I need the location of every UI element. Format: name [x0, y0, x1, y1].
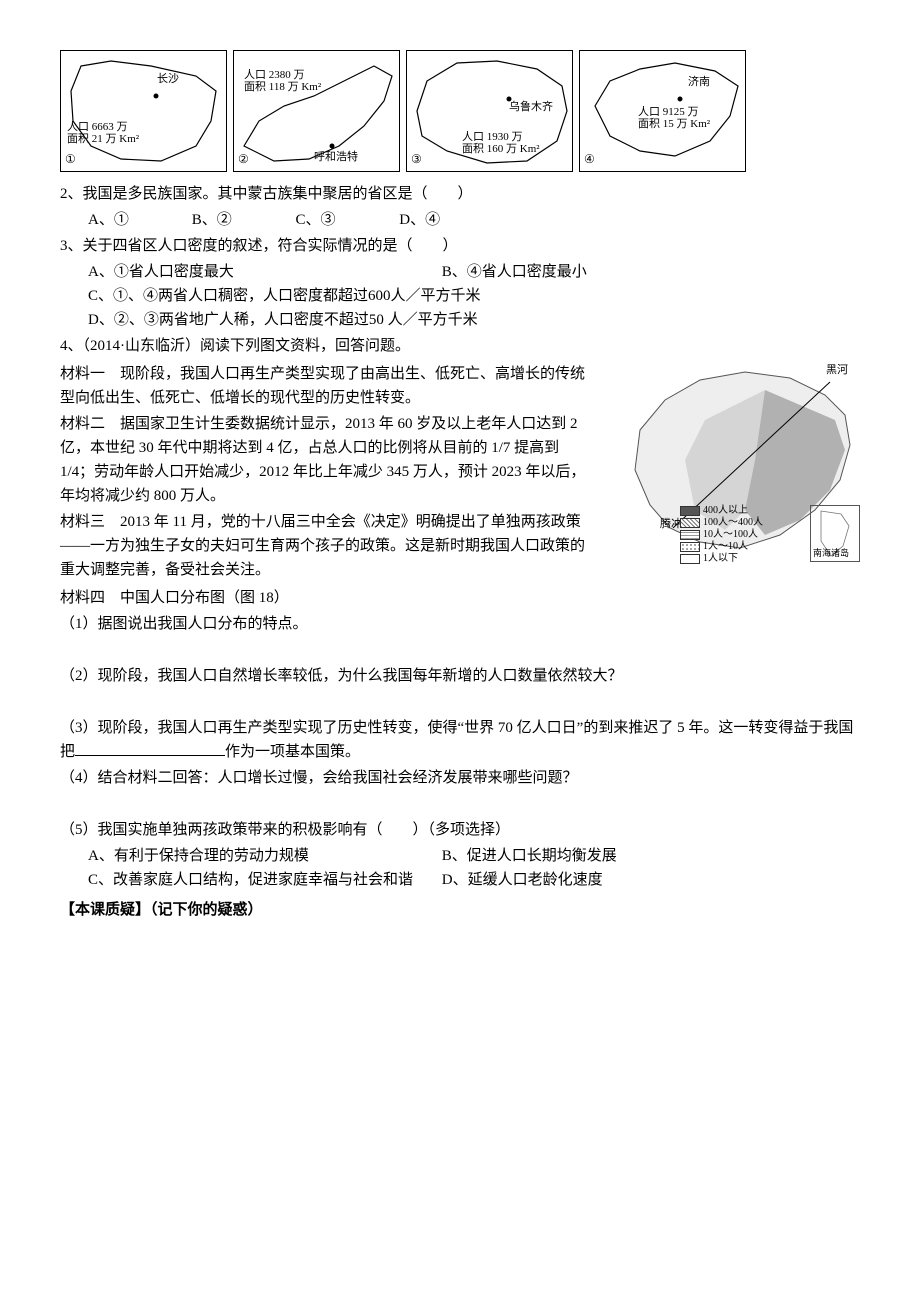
- legend-label-4: 1人以下: [703, 553, 738, 565]
- sub-q1: （1）据图说出我国人口分布的特点。: [60, 612, 860, 636]
- q2-stem: 2、我国是多民族国家。其中蒙古族集中聚居的省区是（ ）: [60, 182, 860, 206]
- tengchong-label: 腾冲: [660, 518, 682, 530]
- q4-head: 4、（2014·山东临沂）阅读下列图文资料，回答问题。: [60, 334, 860, 358]
- q3-opt-d: D、②、③两省地广人稀，人口密度不超过50 人／平方千米: [60, 308, 860, 332]
- q5-opts-row2: C、改善家庭人口结构，促进家庭幸福与社会和谐 D、延缓人口老龄化速度: [60, 868, 860, 892]
- province-maps: 长沙 人口 6663 万 面积 21 万 Km² ① 人口 2380 万 面积 …: [60, 50, 860, 172]
- city-label-1: 长沙: [157, 73, 179, 85]
- material-3-part1: 材料三 2013 年 11 月，党的十八届三中全会《决定》明确提出了单独两孩政策…: [60, 510, 595, 582]
- q2-opt-d: D、④: [399, 208, 499, 232]
- legend-label-1: 100人～400人: [703, 517, 763, 529]
- nanhai-inset: 南海诸岛: [810, 505, 860, 562]
- nanhai-label: 南海诸岛: [813, 546, 849, 560]
- q5-opts-row1: A、有利于保持合理的劳动力规模 B、促进人口长期均衡发展: [60, 844, 860, 868]
- q3-opt-b: B、④省人口密度最小: [442, 260, 792, 284]
- map-num-1: ①: [65, 150, 76, 169]
- map-1: 长沙 人口 6663 万 面积 21 万 Km² ①: [60, 50, 227, 172]
- sub-q3: （3）现阶段，我国人口再生产类型实现了历史性转变，使得“世界 70 亿人口日”的…: [60, 716, 860, 764]
- legend-label-2: 10人～100人: [703, 529, 758, 541]
- china-map: 黑河 腾冲 400人以上 100人～400人 10人～100人 1人～10人 1…: [605, 360, 860, 580]
- q3-opt-a: A、①省人口密度最大: [88, 260, 438, 284]
- q2-opt-a: A、①: [88, 208, 188, 232]
- area-label-1: 面积 21 万 Km²: [67, 133, 139, 145]
- pop-label-3: 人口 1930 万: [462, 131, 523, 143]
- area-label-3: 面积 160 万 Km²: [462, 143, 540, 155]
- map-num-4: ④: [584, 150, 595, 169]
- q5-opt-c: C、改善家庭人口结构，促进家庭幸福与社会和谐: [88, 868, 438, 892]
- material-2: 材料二 据国家卫生计生委数据统计显示，2013 年 60 岁及以上老年人口达到 …: [60, 412, 595, 508]
- legend-row-2: 10人～100人: [680, 529, 763, 541]
- material-1: 材料一 现阶段，我国人口再生产类型实现了由高出生、低死亡、高增长的传统型向低出生…: [60, 362, 595, 410]
- sub-q3-tail: 作为一项基本国策。: [225, 744, 360, 760]
- legend-row-1: 100人～400人: [680, 517, 763, 529]
- material-4: 材料四 中国人口分布图（图 18）: [60, 586, 860, 610]
- legend-row-3: 1人～10人: [680, 541, 763, 553]
- material-block: 材料一 现阶段，我国人口再生产类型实现了由高出生、低死亡、高增长的传统型向低出生…: [60, 360, 860, 584]
- q5-opt-d: D、延缓人口老龄化速度: [442, 868, 792, 892]
- legend-row-0: 400人以上: [680, 505, 763, 517]
- q3-stem: 3、关于四省区人口密度的叙述，符合实际情况的是（ ）: [60, 234, 860, 258]
- blank-fill[interactable]: [75, 740, 225, 756]
- q2-opt-c: C、③: [296, 208, 396, 232]
- city-label-2: 呼和浩特: [314, 151, 358, 163]
- q5-opt-b: B、促进人口长期均衡发展: [442, 844, 792, 868]
- q2-options: A、① B、② C、③ D、④: [60, 208, 860, 232]
- map-num-2: ②: [238, 150, 249, 169]
- q3-opt-c: C、①、④两省人口稠密，人口密度都超过600人／平方千米: [60, 284, 860, 308]
- legend-label-3: 1人～10人: [703, 541, 748, 553]
- tail-heading: 【本课质疑】（记下你的疑惑）: [60, 898, 860, 922]
- pop-label-2: 人口 2380 万: [244, 69, 305, 81]
- heihe-label: 黑河: [826, 364, 848, 376]
- city-label-3: 乌鲁木齐: [509, 101, 553, 113]
- material-text: 材料一 现阶段，我国人口再生产类型实现了由高出生、低死亡、高增长的传统型向低出生…: [60, 360, 595, 584]
- sub-q4: （4）结合材料二回答：人口增长过慢，会给我国社会经济发展带来哪些问题？: [60, 766, 860, 790]
- map-3: 乌鲁木齐 人口 1930 万 面积 160 万 Km² ③: [406, 50, 573, 172]
- map-4: 济南 人口 9125 万 面积 15 万 Km² ④: [579, 50, 746, 172]
- legend-row-4: 1人以下: [680, 553, 763, 565]
- area-label-4: 面积 15 万 Km²: [638, 118, 710, 130]
- city-label-4: 济南: [688, 76, 710, 88]
- map-num-3: ③: [411, 150, 422, 169]
- pop-label-1: 人口 6663 万: [67, 121, 128, 133]
- sub-q5: （5）我国实施单独两孩政策带来的积极影响有（ ）（多项选择）: [60, 818, 860, 842]
- pop-label-4: 人口 9125 万: [638, 106, 699, 118]
- material-3-text: 材料三 2013 年 11 月，党的十八届三中全会《决定》明确提出了单独两孩政策…: [60, 514, 585, 578]
- q2-opt-b: B、②: [192, 208, 292, 232]
- map-outline-1: [61, 51, 226, 171]
- q3-options-row1: A、①省人口密度最大 B、④省人口密度最小: [60, 260, 860, 284]
- sub-q2: （2）现阶段，我国人口自然增长率较低，为什么我国每年新增的人口数量依然较大？: [60, 664, 860, 688]
- q5-opt-a: A、有利于保持合理的劳动力规模: [88, 844, 438, 868]
- map-2: 人口 2380 万 面积 118 万 Km² 呼和浩特 ②: [233, 50, 400, 172]
- area-label-2: 面积 118 万 Km²: [244, 81, 321, 93]
- map-legend: 400人以上 100人～400人 10人～100人 1人～10人 1人以下: [680, 505, 763, 565]
- legend-label-0: 400人以上: [703, 505, 748, 517]
